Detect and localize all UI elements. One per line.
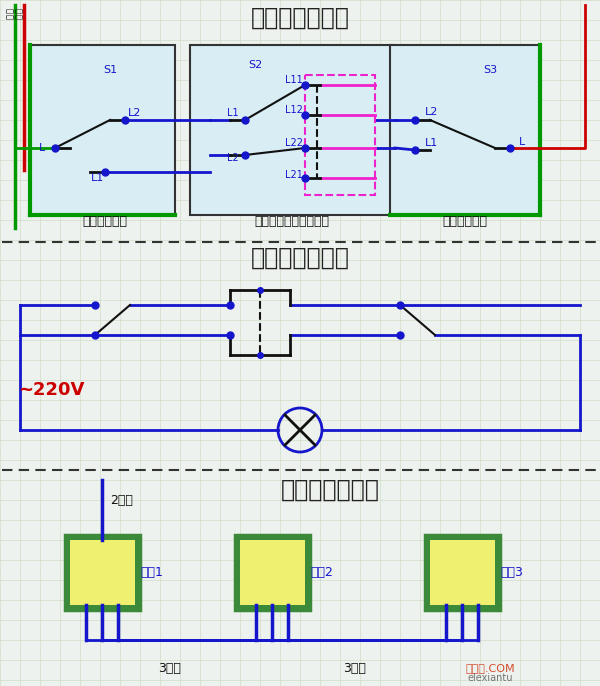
Bar xyxy=(240,540,305,605)
Text: L1: L1 xyxy=(91,173,104,183)
Text: 开关1: 开关1 xyxy=(140,565,163,578)
Text: 三控开关原理图: 三控开关原理图 xyxy=(251,246,349,270)
Text: 开关3: 开关3 xyxy=(500,565,523,578)
Text: L11: L11 xyxy=(285,75,303,85)
Bar xyxy=(65,535,140,610)
Bar xyxy=(305,75,375,195)
Text: S2: S2 xyxy=(248,60,262,70)
Text: 单开双控开关: 单开双控开关 xyxy=(83,215,128,228)
Bar xyxy=(70,540,135,605)
Bar xyxy=(190,45,395,215)
Text: 开关2: 开关2 xyxy=(310,565,333,578)
Text: L21: L21 xyxy=(285,170,303,180)
Text: 火: 火 xyxy=(14,8,23,13)
Text: 三控开关布线图: 三控开关布线图 xyxy=(281,478,379,502)
Bar xyxy=(30,45,175,215)
Text: L12: L12 xyxy=(285,105,303,115)
Text: 线: 线 xyxy=(14,14,23,19)
Text: 中途开关（三控开关）: 中途开关（三控开关） xyxy=(254,215,329,228)
Text: 单开双控开关: 单开双控开关 xyxy=(443,215,487,228)
Text: 3根线: 3根线 xyxy=(158,661,181,674)
Text: 线: 线 xyxy=(5,14,14,19)
Text: ~220V: ~220V xyxy=(18,381,85,399)
Bar xyxy=(235,535,310,610)
Text: L: L xyxy=(519,137,525,147)
Text: L: L xyxy=(39,143,45,153)
Text: L1: L1 xyxy=(425,138,438,148)
Bar xyxy=(425,535,500,610)
Text: 零: 零 xyxy=(5,8,14,13)
Text: L2: L2 xyxy=(128,108,142,118)
Text: L22: L22 xyxy=(285,138,303,148)
Text: S3: S3 xyxy=(483,65,497,75)
Text: elexiantu: elexiantu xyxy=(467,673,513,683)
Text: 3根线: 3根线 xyxy=(344,661,367,674)
Text: S1: S1 xyxy=(103,65,117,75)
Text: L1: L1 xyxy=(227,108,239,118)
Text: L2: L2 xyxy=(227,153,239,163)
Text: 接线图.COM: 接线图.COM xyxy=(465,663,515,673)
Text: L2: L2 xyxy=(425,107,439,117)
Text: 三控开关接线图: 三控开关接线图 xyxy=(251,6,349,30)
Bar xyxy=(430,540,495,605)
Text: 2根线: 2根线 xyxy=(110,493,133,506)
Bar xyxy=(390,45,540,215)
